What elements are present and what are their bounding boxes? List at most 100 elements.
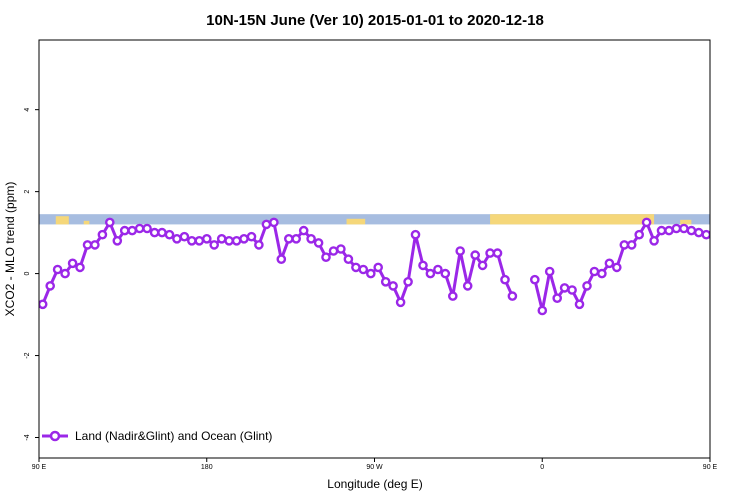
data-point [701,229,710,240]
data-point [582,281,592,291]
y-tick-label: 2 [24,190,31,194]
data-point [75,262,85,273]
data-point [157,227,167,238]
data-point [388,281,398,291]
data-point [567,285,577,295]
data-point [239,233,249,244]
land-patch [83,220,90,225]
data-point [321,252,331,263]
data-point [45,281,56,291]
data-point [254,240,264,250]
data-point [604,258,615,269]
x-tick-label: 0 [540,464,544,471]
data-point [269,217,279,228]
data-point [127,225,137,236]
data-point [626,240,637,250]
data-point [403,276,413,287]
x-tick-label: 90 W [366,464,383,471]
data-point [82,240,93,250]
data-point [686,225,697,236]
data-point [134,223,145,234]
legend: Land (Nadir&Glint) and Ocean (Glint) [42,429,272,443]
data-point [112,235,123,246]
plot-frame [38,39,711,459]
data-point [306,233,316,244]
data-point [425,268,436,279]
series-layer [39,217,710,316]
data-point [186,235,197,246]
land-patch [490,214,655,225]
data-point [343,254,354,265]
data-point [201,233,212,244]
land-patch [586,217,595,225]
data-point [209,240,219,250]
y-tick-label: -4 [24,434,31,440]
series-line [41,220,514,305]
data-point [447,291,458,301]
data-point [328,246,339,256]
data-point [492,248,503,258]
data-point [142,223,152,234]
y-axis: -4 -2 0 2 4 [24,108,39,441]
y-axis-label: XCO2 - MLO trend (ppm) [3,182,17,317]
data-point [597,268,607,279]
data-point [60,268,70,279]
data-point [656,225,667,236]
data-point [455,246,466,256]
data-point [589,266,600,277]
data-point [552,293,563,304]
data-point [313,238,324,248]
data-point [351,262,361,273]
data-point [119,225,130,236]
data-point [694,227,704,238]
chart-title: 10N-15N June (Ver 10) 2015-01-01 to 2020… [206,12,544,29]
data-point [462,281,473,291]
data-point [485,248,495,258]
legend-marker [49,430,61,442]
map-strip [39,214,710,225]
data-point [164,229,175,240]
data-point [246,231,257,242]
x-tick-label: 90 E [32,464,47,471]
data-point [418,260,428,271]
data-point [559,283,570,293]
data-point [507,291,518,301]
land-patch [536,218,546,225]
y-tick-label: 4 [24,108,31,112]
data-point [395,297,406,308]
data-point [619,240,630,250]
data-point [276,254,287,265]
data-point [433,264,443,275]
data-point [194,235,205,246]
y-tick-label: -2 [24,352,31,358]
data-point [530,274,540,285]
data-point [149,227,160,238]
data-point [365,268,376,279]
legend-label: Land (Nadir&Glint) and Ocean (Glint) [75,429,272,443]
data-point [52,264,63,275]
land-patch [680,219,692,225]
data-point [470,250,481,260]
data-point [574,299,585,310]
data-point [477,260,488,271]
data-point [67,258,78,269]
data-point [410,229,421,240]
x-tick-label: 180 [201,464,213,471]
x-axis: 90 E 180 90 W 0 90 E [32,458,718,471]
data-point [373,262,384,273]
data-point [612,262,622,273]
data-point [634,229,645,240]
x-tick-label: 90 E [703,464,718,471]
data-point [544,266,555,277]
data-point [649,235,659,246]
data-point [500,274,510,285]
data-point [231,235,242,246]
land-patch [607,215,621,225]
data-point [336,244,346,254]
land-patch [55,216,69,225]
data-point [105,217,115,228]
data-point [179,231,190,242]
y-tick-label: 0 [24,272,31,276]
data-point [90,240,100,250]
